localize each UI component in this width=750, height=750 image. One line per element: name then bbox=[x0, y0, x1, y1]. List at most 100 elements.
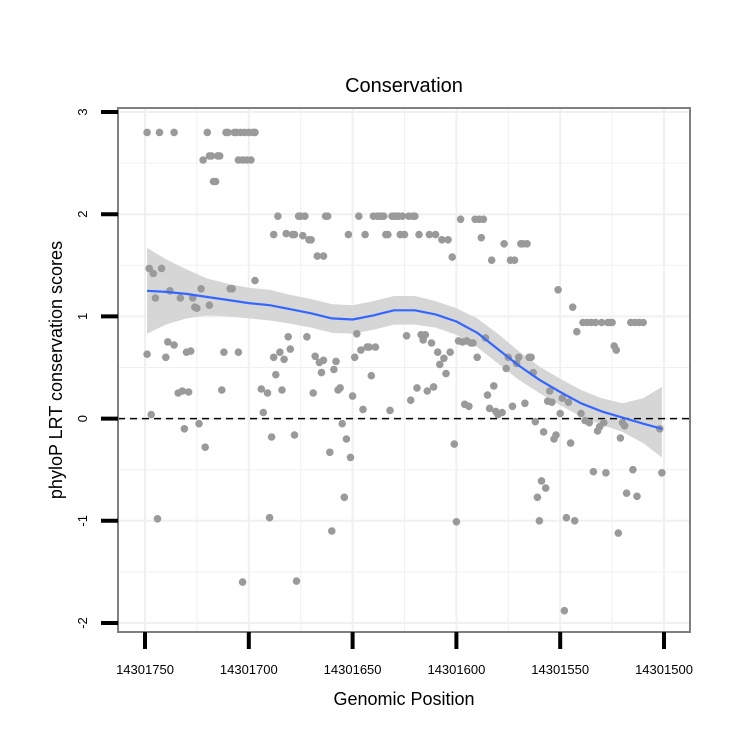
data-point bbox=[269, 230, 278, 239]
data-point bbox=[433, 348, 442, 357]
data-point bbox=[614, 529, 623, 537]
data-point bbox=[346, 453, 355, 462]
data-point bbox=[423, 387, 432, 395]
data-point bbox=[303, 333, 311, 341]
data-point bbox=[145, 264, 153, 273]
data-point bbox=[469, 339, 477, 347]
chart-title: Conservation bbox=[345, 75, 463, 97]
data-point bbox=[429, 383, 438, 391]
data-point bbox=[456, 215, 465, 224]
data-point bbox=[367, 371, 376, 380]
data-point bbox=[267, 433, 276, 441]
data-point bbox=[238, 578, 247, 586]
data-point bbox=[558, 394, 567, 403]
data-point bbox=[602, 469, 610, 477]
data-point bbox=[286, 345, 295, 353]
data-point bbox=[658, 469, 666, 477]
y-tick-label: -1 bbox=[75, 515, 90, 527]
data-point bbox=[326, 448, 334, 457]
data-point bbox=[431, 230, 440, 239]
data-point bbox=[284, 333, 293, 341]
x-tick-label: 14301700 bbox=[220, 662, 278, 677]
y-tick-label: 2 bbox=[75, 211, 90, 218]
data-point bbox=[278, 386, 286, 394]
data-point bbox=[564, 398, 573, 407]
data-point bbox=[313, 252, 322, 260]
data-point bbox=[263, 389, 272, 397]
data-point bbox=[546, 387, 554, 395]
data-point bbox=[220, 348, 228, 357]
data-point bbox=[215, 152, 224, 160]
data-point bbox=[361, 230, 369, 239]
x-axis-label: Genomic Position bbox=[333, 689, 474, 709]
data-point bbox=[523, 240, 531, 248]
smooth-trend-line bbox=[147, 289, 663, 430]
y-tick-label: -2 bbox=[75, 617, 90, 629]
data-point bbox=[465, 402, 473, 411]
grid-layer bbox=[118, 108, 690, 632]
confidence-band bbox=[147, 247, 662, 458]
data-point bbox=[164, 338, 172, 346]
x-tick-label: 14301650 bbox=[324, 662, 382, 677]
data-point bbox=[338, 419, 347, 428]
data-point bbox=[577, 409, 585, 418]
data-point bbox=[500, 240, 508, 248]
y-tick-label: 0 bbox=[75, 415, 90, 422]
data-point bbox=[479, 215, 488, 224]
data-point bbox=[527, 353, 535, 362]
data-point bbox=[184, 388, 193, 396]
data-point bbox=[485, 404, 494, 413]
data-point bbox=[282, 229, 291, 238]
data-point bbox=[537, 477, 546, 485]
data-point bbox=[402, 332, 411, 340]
smooth-line-layer bbox=[147, 289, 663, 430]
y-tick-label: 1 bbox=[75, 313, 90, 320]
data-point bbox=[521, 399, 529, 408]
data-point bbox=[211, 177, 220, 186]
data-point bbox=[612, 346, 621, 354]
data-point bbox=[357, 346, 365, 354]
data-point bbox=[234, 348, 243, 357]
data-point bbox=[332, 357, 340, 366]
data-point bbox=[319, 356, 328, 365]
data-point bbox=[247, 156, 255, 164]
data-point bbox=[400, 230, 409, 239]
data-point bbox=[276, 348, 284, 357]
data-point bbox=[639, 318, 647, 327]
axes-layer: 14301750 14301700 14301650 14301600 14301550… bbox=[75, 108, 693, 677]
data-point bbox=[415, 230, 423, 239]
data-point bbox=[436, 360, 444, 369]
data-point bbox=[197, 285, 205, 293]
data-point bbox=[307, 236, 315, 244]
data-point bbox=[292, 577, 301, 585]
data-point bbox=[490, 382, 498, 390]
data-point bbox=[514, 353, 523, 362]
x-tick-label: 14301500 bbox=[635, 662, 693, 677]
data-point bbox=[421, 331, 430, 339]
data-point bbox=[317, 368, 326, 377]
data-point bbox=[442, 369, 450, 378]
data-point bbox=[452, 518, 461, 526]
data-point bbox=[319, 252, 328, 260]
y-tick-label: 3 bbox=[75, 108, 90, 115]
data-point bbox=[483, 391, 492, 399]
data-point bbox=[633, 492, 641, 501]
data-point bbox=[406, 396, 415, 405]
data-point bbox=[570, 517, 579, 525]
data-point bbox=[539, 428, 548, 436]
data-point bbox=[299, 231, 307, 240]
data-point bbox=[205, 301, 214, 310]
data-point bbox=[560, 606, 569, 615]
data-point bbox=[280, 355, 288, 364]
data-point bbox=[301, 212, 309, 220]
data-point bbox=[541, 484, 550, 492]
data-point bbox=[153, 515, 162, 523]
data-point bbox=[162, 353, 170, 362]
data-point bbox=[170, 128, 178, 137]
data-point bbox=[498, 408, 506, 417]
data-point bbox=[207, 152, 216, 160]
x-tick-label: 14301600 bbox=[427, 662, 485, 677]
data-point bbox=[533, 493, 542, 502]
data-point bbox=[379, 212, 388, 220]
data-point bbox=[342, 435, 351, 443]
